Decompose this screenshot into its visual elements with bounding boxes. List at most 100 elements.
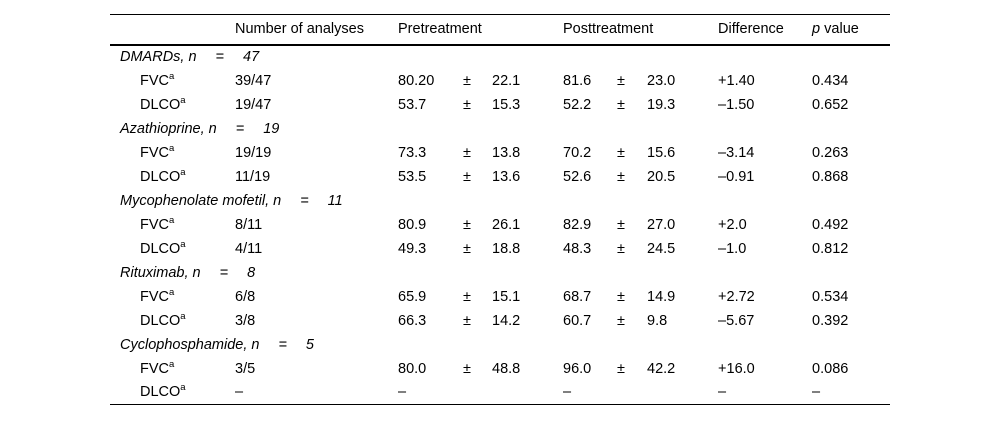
difference-cell: +1.40: [718, 72, 755, 89]
pvalue-cell: 0.263: [812, 144, 849, 161]
group-header-cell: DMARDs, n = 47: [110, 45, 890, 69]
footnote-marker: a: [169, 70, 175, 82]
post-sd-cell: 27.0: [647, 216, 676, 233]
footnote-marker: a: [180, 382, 186, 394]
group-n-value: 5: [305, 336, 314, 353]
measure-label: DLCO: [140, 312, 181, 329]
group-header-line: Mycophenolate mofetil, n = 11: [120, 193, 343, 209]
footnote-marker: a: [180, 94, 186, 106]
post-plusminus-cell: ±: [617, 240, 625, 257]
difference-cell: –5.67: [718, 312, 755, 329]
difference-cell: +16.0: [718, 360, 755, 377]
row-label-cell: FVCa: [110, 213, 235, 237]
group-header-row-mycophenolate: Mycophenolate mofetil, n = 11: [110, 189, 890, 213]
post-mean-cell: 70.2: [563, 144, 592, 161]
post-sd-cell: [647, 381, 718, 405]
post-plusminus-cell: ±: [617, 96, 625, 113]
analyses-cell: 11/19: [235, 168, 271, 185]
group-n-value: 8: [247, 264, 256, 281]
pvalue-cell: 0.534: [812, 288, 849, 305]
post-sd-cell: 24.5: [647, 240, 676, 257]
group-name: Rituximab, n: [120, 264, 201, 281]
pre-sd-cell: 14.2: [492, 312, 521, 329]
row-label-cell: DLCOa: [110, 165, 235, 189]
table-row-dlco: DLCOa – – – – –: [110, 381, 890, 405]
pre-plusminus-cell: ±: [463, 288, 471, 305]
post-plusminus-cell: ±: [617, 72, 625, 89]
group-name: Cyclophosphamide, n: [120, 336, 260, 353]
difference-cell: +2.72: [718, 288, 755, 305]
table-row-fvc: FVCa 3/5 80.0 ± 48.8 96.0 ± 42.2 +16.0 0…: [110, 357, 890, 381]
post-mean-cell: 81.6: [563, 72, 592, 89]
post-plusminus-cell: ±: [617, 288, 625, 305]
table-row-dlco: DLCOa 4/11 49.3 ± 18.8 48.3 ± 24.5 –1.0 …: [110, 237, 890, 261]
pre-mean-cell: 80.0: [398, 360, 427, 377]
treatment-outcomes-table: Number of analyses Pretreatment Posttrea…: [110, 14, 891, 405]
pre-sd-cell: 13.8: [492, 144, 521, 161]
pre-mean-cell: –: [398, 384, 407, 401]
post-sd-cell: 20.5: [647, 168, 676, 185]
group-equals: =: [215, 49, 225, 65]
footnote-marker: a: [169, 358, 175, 370]
table-header: Number of analyses Pretreatment Posttrea…: [110, 15, 891, 45]
post-plusminus-cell: ±: [617, 144, 625, 161]
pre-plusminus-cell: ±: [463, 360, 471, 377]
post-sd-cell: 9.8: [647, 312, 668, 329]
analyses-cell: 4/11: [235, 240, 263, 257]
pre-mean-cell: 65.9: [398, 288, 427, 305]
pre-sd-cell: 15.3: [492, 96, 521, 113]
group-n-value: 11: [327, 192, 343, 209]
measure-label: FVC: [140, 360, 169, 377]
difference-cell: –3.14: [718, 144, 755, 161]
results-table-container: Number of analyses Pretreatment Posttrea…: [110, 14, 891, 405]
header-pretreatment: Pretreatment: [398, 21, 482, 38]
row-label-cell: FVCa: [110, 285, 235, 309]
row-label-cell: FVCa: [110, 69, 235, 93]
difference-cell: +2.0: [718, 216, 747, 233]
pre-plusminus-cell: ±: [463, 240, 471, 257]
measure-label: DLCO: [140, 240, 181, 257]
table-row-fvc: FVCa 39/47 80.20 ± 22.1 81.6 ± 23.0 +1.4…: [110, 69, 890, 93]
table-row-fvc: FVCa 19/19 73.3 ± 13.8 70.2 ± 15.6 –3.14…: [110, 141, 890, 165]
group-header-line: Cyclophosphamide, n = 5: [120, 337, 314, 353]
measure-label: FVC: [140, 72, 169, 89]
pre-mean-cell: 66.3: [398, 312, 427, 329]
post-mean-cell: 52.2: [563, 96, 592, 113]
measure-label: DLCO: [140, 168, 181, 185]
analyses-cell: 3/5: [235, 360, 256, 377]
group-name: DMARDs, n: [120, 49, 197, 65]
post-sd-cell: 42.2: [647, 360, 676, 377]
group-header-row-dmards: DMARDs, n = 47: [110, 45, 890, 69]
pre-plusminus-cell: ±: [463, 144, 471, 161]
post-mean-cell: 52.6: [563, 168, 592, 185]
pvalue-cell: 0.812: [812, 240, 849, 257]
post-mean-cell: 48.3: [563, 240, 592, 257]
analyses-cell: 8/11: [235, 216, 263, 233]
analyses-cell: 6/8: [235, 288, 256, 305]
footnote-marker: a: [169, 142, 175, 154]
table-body: DMARDs, n = 47 FVCa 39/47 80.20 ± 22.1 8…: [110, 45, 890, 405]
group-header-row-azathioprine: Azathioprine, n = 19: [110, 117, 890, 141]
measure-label: DLCO: [140, 384, 181, 401]
footnote-marker: a: [180, 310, 186, 322]
pre-plusminus-cell: ±: [463, 72, 471, 89]
measure-label: FVC: [140, 288, 169, 305]
row-label-cell: FVCa: [110, 141, 235, 165]
group-equals: =: [278, 336, 287, 353]
measure-label: FVC: [140, 216, 169, 233]
post-mean-cell: 82.9: [563, 216, 592, 233]
header-number-of-analyses: Number of analyses: [235, 21, 364, 38]
group-header-row-cyclophosphamide: Cyclophosphamide, n = 5: [110, 333, 890, 357]
header-posttreatment: Posttreatment: [563, 21, 654, 38]
pre-mean-cell: 80.20: [398, 72, 435, 89]
pre-plusminus-cell: ±: [463, 168, 471, 185]
header-difference: Difference: [718, 21, 784, 38]
pre-mean-cell: 80.9: [398, 216, 427, 233]
post-mean-cell: –: [563, 384, 572, 401]
table-row-dlco: DLCOa 3/8 66.3 ± 14.2 60.7 ± 9.8 –5.67 0…: [110, 309, 890, 333]
pvalue-cell: 0.086: [812, 360, 849, 377]
pre-sd-cell: 26.1: [492, 216, 521, 233]
pre-plusminus-cell: ±: [463, 312, 471, 329]
pvalue-cell: –: [812, 384, 821, 401]
row-label-cell: DLCOa: [110, 309, 235, 333]
